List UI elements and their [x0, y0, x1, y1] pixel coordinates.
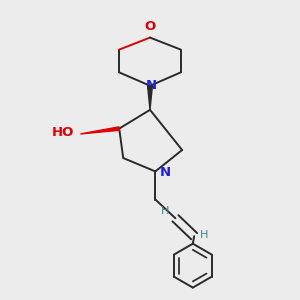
Text: H: H	[200, 230, 208, 240]
Polygon shape	[148, 86, 152, 110]
Polygon shape	[80, 127, 119, 134]
Text: O: O	[144, 20, 156, 33]
Text: N: N	[146, 79, 157, 92]
Text: H: H	[161, 206, 170, 216]
Text: N: N	[160, 166, 171, 179]
Text: HO: HO	[52, 126, 74, 139]
